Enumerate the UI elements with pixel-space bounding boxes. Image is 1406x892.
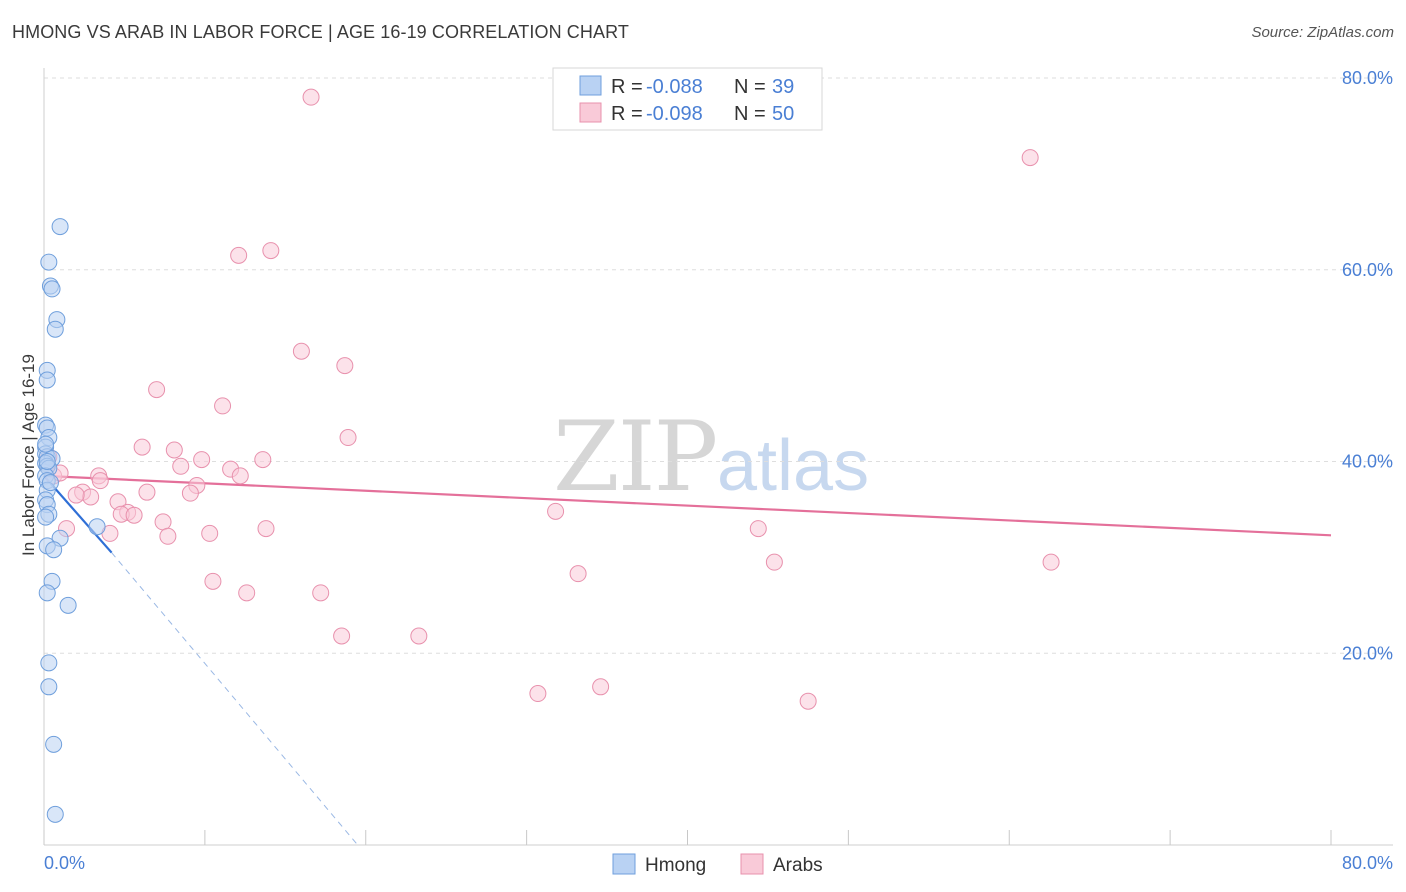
arabs-point [193,451,211,469]
y-tick-label: 60.0% [1342,260,1393,280]
hmong-r-label: R = [611,76,643,98]
x-tick-label: 80.0% [1342,853,1393,873]
source-label: Source: ZipAtlas.com [1251,24,1394,41]
arabs-point [238,584,256,602]
arabs-point [410,627,428,645]
arabs-point [569,565,587,583]
arabs-swatch [579,102,602,123]
arabs-point [592,678,610,696]
arabs-point [201,524,219,542]
hmong-point [45,541,63,559]
hmong-r-value: -0.088 [646,76,703,98]
arabs-point [254,451,272,469]
hmong-point [59,596,77,614]
arabs-point [172,457,190,475]
arabs-point [165,441,183,459]
legend-hmong-label: Hmong [645,855,706,876]
arabs-trend-line [43,474,1332,537]
arabs-point [302,88,320,106]
arabs-point [204,572,222,590]
hmong-point [46,320,64,338]
hmong-point [38,584,56,602]
arabs-point [1042,553,1060,571]
y-tick-label: 80.0% [1342,68,1393,88]
y-tick-label: 40.0% [1342,452,1393,472]
arabs-point [148,381,166,399]
arabs-point [799,692,817,710]
hmong-point [40,654,58,672]
hmong-point [38,453,56,470]
arabs-point [333,627,351,645]
arabs-point [138,483,156,501]
arabs-n-label: N = [734,103,766,125]
arabs-point [67,486,85,504]
arabs-point [125,506,143,524]
hmong-swatch [579,75,602,96]
hmong-point [43,280,61,298]
trend-lines [43,474,1332,846]
hmong-point [51,218,69,236]
chart-title: HMONG VS ARAB IN LABOR FORCE | AGE 16-19… [12,22,629,42]
arabs-point [749,520,767,538]
arabs-point [257,520,275,538]
arabs-point [547,502,565,520]
arabs-point [529,685,547,703]
hmong-point [88,518,106,536]
series-legend: Hmong Arabs [612,853,823,876]
hmong-point [46,805,64,823]
arabs-r-label: R = [611,103,643,125]
legend-arabs-swatch [740,853,764,875]
arabs-point [292,342,310,360]
arabs-r-value: -0.098 [646,103,703,125]
hmong-point [37,435,55,453]
arabs-point [336,357,354,375]
hmong-point [45,735,63,753]
stats-legend: R = -0.088 N = 39 R = -0.098 N = 50 [552,67,823,131]
tick-labels: 20.0% 40.0% 60.0% 80.0% 0.0% 80.0% [44,68,1393,873]
hmong-point [37,508,55,526]
arabs-point [159,527,177,545]
hmong-n-label: N = [734,76,766,98]
arabs-point [214,397,232,415]
arabs-n-value: 50 [772,103,794,125]
watermark-zip: ZIP [553,401,716,513]
hmong-point [40,253,58,271]
arabs-point [133,438,151,456]
legend-hmong-swatch [612,853,636,875]
hmong-n-value: 39 [772,76,794,98]
arabs-point [230,246,248,264]
arabs-point [262,242,280,260]
arabs-point [181,484,199,502]
hmong-trend-extension [111,552,359,846]
y-axis-title: In Labor Force | Age 16-19 [19,354,38,556]
hmong-point [41,474,59,492]
arabs-point [1021,149,1039,167]
arabs-point [82,488,100,506]
arabs-point [231,467,249,485]
grid [44,77,1393,654]
arabs-point [154,513,172,531]
arabs-point [765,553,783,571]
y-axis-label: In Labor Force | Age 16-19 [19,354,38,556]
hmong-point [38,371,56,389]
y-tick-label: 20.0% [1342,643,1393,663]
data-points [37,88,1060,823]
watermark-atlas: atlas [717,426,869,506]
x-tick-label: 0.0% [44,853,85,873]
legend-arabs-label: Arabs [773,855,823,876]
arabs-point [312,584,330,602]
arabs-point [91,472,109,490]
hmong-point [40,678,58,696]
arabs-point [339,429,357,447]
